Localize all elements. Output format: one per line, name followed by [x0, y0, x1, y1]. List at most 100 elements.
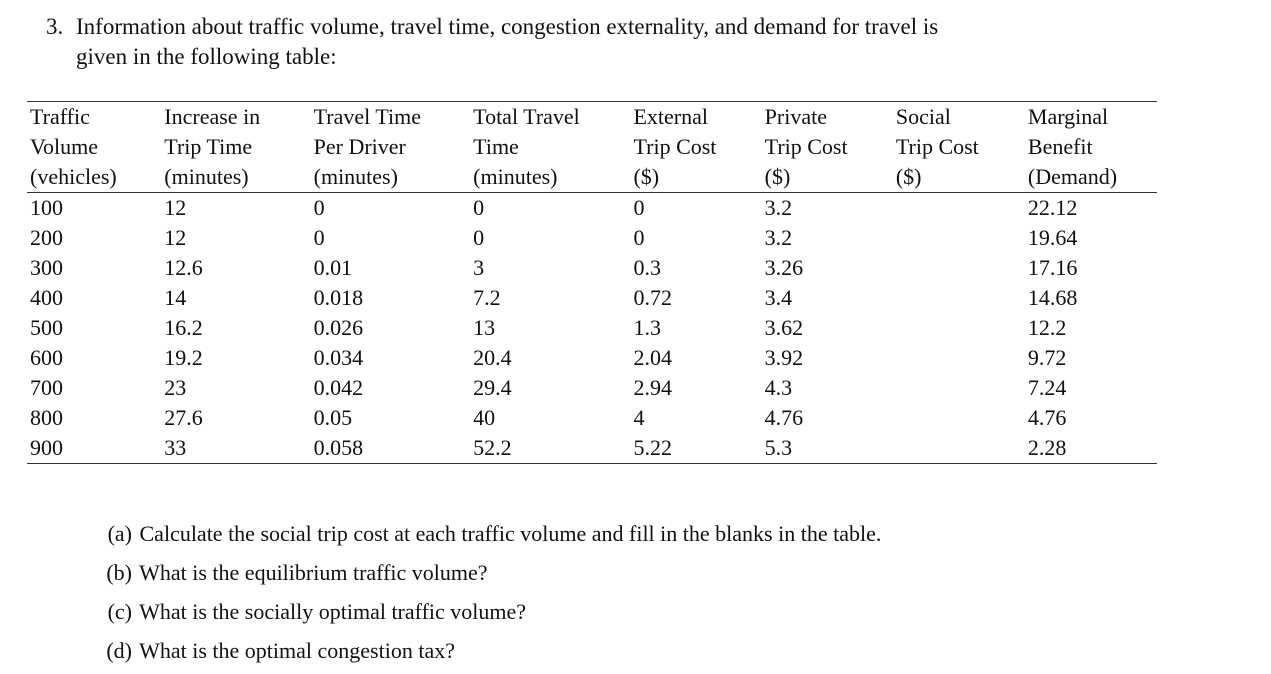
- table-cell: 40: [473, 405, 496, 430]
- table-cell: 0: [313, 195, 325, 220]
- intro-text-2: given in the following table:: [76, 44, 337, 69]
- table-cell: 12: [164, 225, 187, 250]
- problem-intro-line-1: 3. Information about traffic volume, trav…: [46, 12, 1196, 42]
- table-cell: 500: [30, 315, 63, 340]
- social-trip-cost-blank-cell: [893, 403, 1025, 433]
- column-header-line: Trip Cost: [764, 134, 848, 159]
- table-cell: 1.3: [633, 315, 661, 340]
- table-body: 100 12 0 0 0 3.2 22.12 200 12 0 0 0 3.2 19.64 300 12.6 0…: [27, 193, 1157, 464]
- table-cell: 0.3: [633, 255, 661, 280]
- table-cell: 3: [473, 255, 485, 280]
- table-cell: 0: [473, 195, 485, 220]
- question-text: What is the equilibrium traffic volume?: [139, 560, 488, 585]
- table-cell: 4.76: [1027, 405, 1067, 430]
- table-cell: 600: [30, 345, 63, 370]
- table-cell: 4: [633, 405, 645, 430]
- table-cell: 300: [30, 255, 63, 280]
- column-header-line: Time: [473, 134, 519, 159]
- table-row: 500 16.2 0.026 13 1.3 3.62 12.2: [27, 313, 1157, 343]
- table-cell: 0: [313, 225, 325, 250]
- table-cell: 4.76: [764, 405, 804, 430]
- column-header-line: ($): [895, 164, 922, 189]
- question-label: (b): [106, 560, 132, 585]
- table-cell: 0: [633, 195, 645, 220]
- table-row: 200 12 0 0 0 3.2 19.64: [27, 223, 1157, 253]
- problem-statement: 3. Information about traffic volume, trav…: [46, 12, 1196, 72]
- table-cell: 800: [30, 405, 63, 430]
- question-text: What is the socially optimal traffic vol…: [139, 599, 527, 624]
- column-header: Social Trip Cost ($): [893, 102, 1025, 193]
- question-text: What is the optimal congestion tax?: [139, 638, 455, 663]
- table-cell: 22.12: [1027, 195, 1078, 220]
- table-cell: 29.4: [473, 375, 512, 400]
- table-cell: 700: [30, 375, 63, 400]
- column-header: Total Travel Time (minutes): [470, 102, 630, 193]
- table-cell: 0.72: [633, 285, 672, 310]
- column-header-line: Trip Cost: [633, 134, 717, 159]
- table-cell: 9.72: [1027, 345, 1067, 370]
- table-cell: 900: [30, 435, 63, 460]
- column-header: Travel Time Per Driver (minutes): [311, 102, 471, 193]
- column-header-line: Trip Time: [164, 134, 253, 159]
- social-trip-cost-blank-cell: [893, 433, 1025, 464]
- column-header-line: Trip Cost: [895, 134, 979, 159]
- table-cell: 14.68: [1027, 285, 1078, 310]
- column-header-line: (minutes): [473, 164, 558, 189]
- table-row: 900 33 0.058 52.2 5.22 5.3 2.28: [27, 433, 1157, 464]
- table-row: 300 12.6 0.01 3 0.3 3.26 17.16: [27, 253, 1157, 283]
- table-cell: 13: [473, 315, 496, 340]
- table-cell: 20.4: [473, 345, 512, 370]
- table-cell: 7.2: [473, 285, 501, 310]
- table-cell: 19.64: [1027, 225, 1078, 250]
- column-header: Private Trip Cost ($): [762, 102, 893, 193]
- social-trip-cost-blank-cell: [893, 283, 1025, 313]
- social-trip-cost-blank-cell: [893, 373, 1025, 403]
- table-cell: 3.2: [764, 195, 793, 220]
- table-cell: 0: [473, 225, 485, 250]
- social-trip-cost-blank-cell: [893, 253, 1025, 283]
- table-cell: 12.2: [1027, 315, 1067, 340]
- traffic-data-table: Traffic Volume (vehicles) Increase in Trip T…: [27, 101, 1157, 464]
- table-row: 100 12 0 0 0 3.2 22.12: [27, 193, 1157, 224]
- table-cell: 4.3: [764, 375, 793, 400]
- table-cell: 7.24: [1027, 375, 1067, 400]
- column-header-line: (minutes): [164, 164, 249, 189]
- table-cell: 52.2: [473, 435, 512, 460]
- column-header-line: (minutes): [313, 164, 398, 189]
- column-header-line: Marginal: [1027, 104, 1109, 129]
- table-cell: 0.05: [313, 405, 353, 430]
- column-header: Marginal Benefit (Demand): [1025, 102, 1157, 193]
- social-trip-cost-blank-cell: [893, 223, 1025, 253]
- table-cell: 2.94: [633, 375, 672, 400]
- question-label: (c): [107, 599, 132, 624]
- table-cell: 16.2: [164, 315, 203, 340]
- column-header-line: ($): [764, 164, 791, 189]
- table-cell: 100: [30, 195, 63, 220]
- column-header-line: Social: [895, 104, 951, 129]
- column-header-line: ($): [633, 164, 660, 189]
- column-header-line: Increase in: [164, 104, 261, 129]
- table-cell: 0.058: [313, 435, 364, 460]
- table-cell: 5.3: [764, 435, 793, 460]
- table-cell: 3.4: [764, 285, 793, 310]
- table-cell: 0.042: [313, 375, 364, 400]
- column-header: Traffic Volume (vehicles): [27, 102, 161, 193]
- table-cell: 0.034: [313, 345, 364, 370]
- column-header-line: Volume: [30, 134, 99, 159]
- table-cell: 0.018: [313, 285, 364, 310]
- table-cell: 12: [164, 195, 187, 220]
- table-cell: 400: [30, 285, 63, 310]
- table-cell: 33: [164, 435, 187, 460]
- column-header-line: (vehicles): [30, 164, 117, 189]
- question-item: (c) What is the socially optimal traffic…: [90, 592, 881, 631]
- social-trip-cost-blank-cell: [893, 313, 1025, 343]
- column-header-line: Traffic: [30, 104, 90, 129]
- column-header: External Trip Cost ($): [630, 102, 761, 193]
- column-header-line: Total Travel: [473, 104, 580, 129]
- question-text: Calculate the social trip cost at each t…: [139, 521, 882, 546]
- table-cell: 27.6: [164, 405, 203, 430]
- table-cell: 3.2: [764, 225, 793, 250]
- table-cell: 5.22: [633, 435, 672, 460]
- table-cell: 3.62: [764, 315, 804, 340]
- table-cell: 3.92: [764, 345, 804, 370]
